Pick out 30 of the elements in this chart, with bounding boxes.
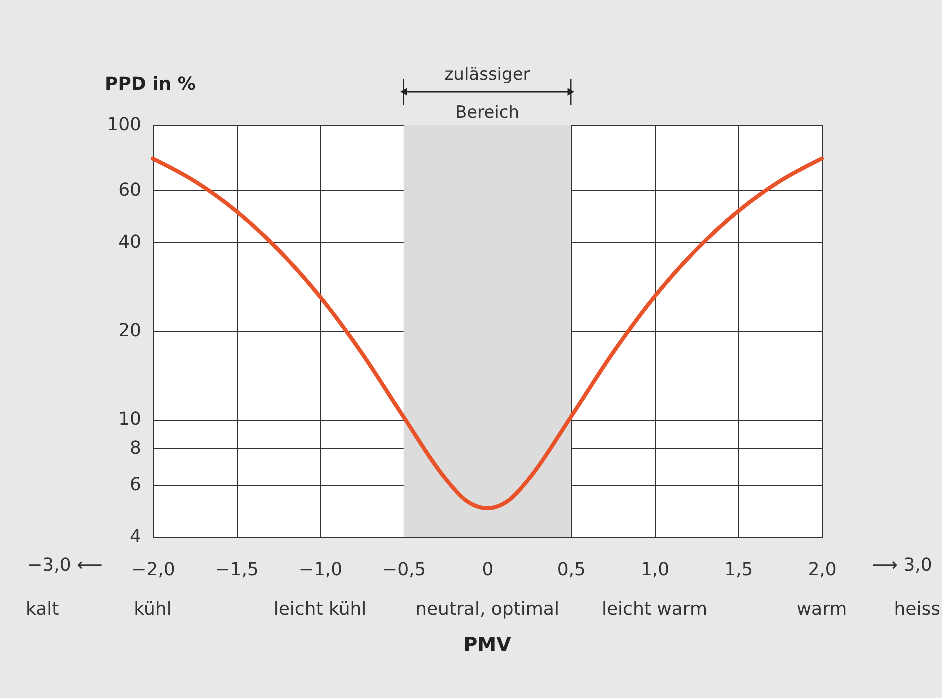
x-tick-label: 0 (482, 560, 494, 580)
text: heiss (894, 599, 940, 620)
x-tick-label: −2,0 (132, 560, 176, 580)
x-tick-label: −1,0 (298, 560, 343, 580)
text: kühl (134, 599, 172, 620)
y-tick-label: 60 (118, 180, 142, 201)
x-axis-title: PMV (464, 634, 512, 656)
x-tick-label: 1,5 (724, 560, 754, 580)
line-series (151, 156, 824, 510)
x-tick-label: 0,5 (557, 560, 586, 580)
y-tick-label: 8 (130, 438, 142, 459)
y-tick-label: 20 (118, 320, 142, 342)
text: kalt (26, 599, 60, 620)
y-tick-label: 40 (118, 232, 142, 253)
text: neutral, optimal (416, 599, 560, 620)
y-axis-title: PPD in % (105, 74, 196, 95)
text: leicht warm (602, 599, 708, 620)
y-tick-label: 10 (118, 409, 142, 430)
text: −3,0 ⟵ (28, 555, 103, 576)
x-tick-label: 2,0 (808, 560, 837, 580)
text: warm (796, 599, 848, 620)
text: ⟶ 3,0 (872, 555, 932, 576)
y-tick-label: 4 (130, 526, 142, 548)
x-tick-label: −0,5 (382, 560, 426, 580)
x-tick-label: 1,0 (640, 560, 670, 580)
y-tick-label: 100 (107, 114, 142, 136)
x-tick-label: −1,5 (215, 560, 259, 580)
y-tick-label: 6 (130, 474, 142, 496)
band-label: zulässiger Bereich (444, 65, 530, 123)
text: leicht kühl (274, 599, 367, 620)
